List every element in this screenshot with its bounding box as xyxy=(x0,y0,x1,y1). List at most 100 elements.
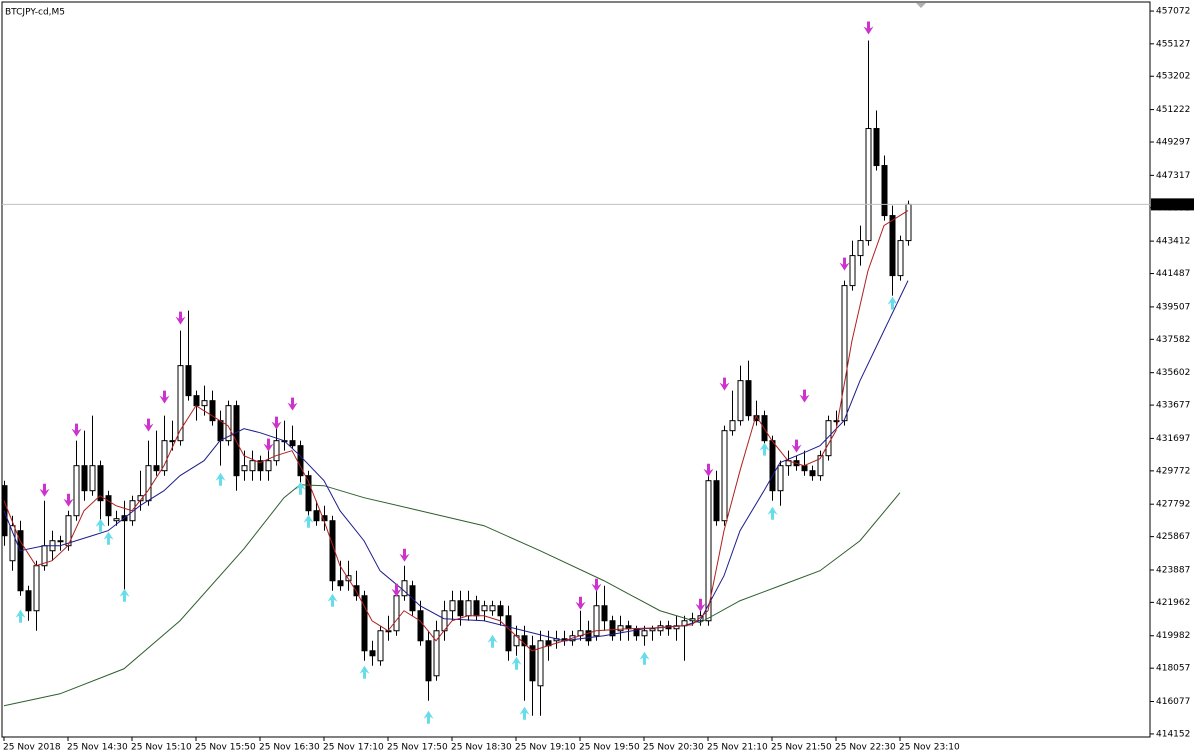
candle-body xyxy=(905,203,912,242)
y-tick-label: 453202 xyxy=(1156,72,1190,82)
signal-arrow xyxy=(719,377,730,391)
y-tick-label: 457072 xyxy=(1156,7,1190,17)
candle-body xyxy=(641,630,648,637)
x-tick-label: 25 Nov 20:30 xyxy=(643,743,704,753)
candle-body xyxy=(857,240,864,257)
candle-body xyxy=(593,605,600,637)
y-tick-label: 423887 xyxy=(1156,565,1190,575)
x-tick-label: 25 Nov 19:50 xyxy=(579,743,640,753)
candle-body xyxy=(401,580,408,597)
candle-body xyxy=(721,430,728,522)
candle-body xyxy=(601,605,608,622)
signal-arrow xyxy=(767,506,778,520)
signal-arrow xyxy=(327,593,338,607)
x-tick-label: 25 Nov 21:10 xyxy=(707,743,768,753)
candle-body xyxy=(89,465,96,492)
candle-body xyxy=(769,440,776,492)
candle-body xyxy=(393,595,400,632)
candle-body xyxy=(873,128,880,167)
signal-arrow xyxy=(263,438,274,452)
candle-body xyxy=(729,420,736,432)
candle-body xyxy=(425,640,432,682)
candle-body xyxy=(777,465,784,492)
signal-arrow xyxy=(591,578,602,592)
candle-body xyxy=(505,615,512,652)
candle-body xyxy=(33,565,40,612)
signal-arrow xyxy=(703,463,714,477)
candle-body xyxy=(801,465,808,472)
candle-body xyxy=(145,465,152,502)
candle-body xyxy=(17,530,24,592)
candle-body xyxy=(865,128,872,242)
candle-body xyxy=(257,460,264,472)
signal-arrow xyxy=(487,634,498,648)
y-tick-label: 414152 xyxy=(1156,729,1190,739)
signal-arrow xyxy=(863,21,874,35)
signal-arrow xyxy=(695,598,706,612)
candle-body xyxy=(417,610,424,642)
candle-body xyxy=(337,580,344,587)
plot-frame xyxy=(1,1,1151,738)
chart-title: BTCJPY-cd,M5 xyxy=(5,8,65,18)
candle-body xyxy=(609,620,616,637)
candle-body xyxy=(209,400,216,422)
candle-body xyxy=(169,440,176,443)
signal-arrow xyxy=(887,296,898,310)
candle-body xyxy=(585,630,592,642)
candle-body xyxy=(897,240,904,277)
moving-average xyxy=(3,280,909,642)
candle-body xyxy=(481,605,488,612)
x-tick-label: 25 Nov 22:30 xyxy=(835,743,896,753)
signal-arrow xyxy=(423,710,434,724)
candle-body xyxy=(113,518,120,522)
candle-body xyxy=(97,465,104,502)
y-tick-label: 437582 xyxy=(1156,335,1190,345)
candle-body xyxy=(25,590,32,612)
x-tick-label: 25 Nov 15:50 xyxy=(195,743,256,753)
candle-body xyxy=(313,510,320,522)
candle-body xyxy=(73,465,80,517)
candle-body xyxy=(225,405,232,442)
candle-body xyxy=(833,420,840,423)
signal-arrow xyxy=(799,389,810,403)
candle-body xyxy=(537,640,544,687)
x-tick-label: 25 Nov 21:50 xyxy=(771,743,832,753)
candle-body xyxy=(489,605,496,612)
x-tick-label: 25 Nov 18:30 xyxy=(451,743,512,753)
candle-body xyxy=(737,380,744,422)
candle-body xyxy=(617,625,624,632)
signal-arrow xyxy=(215,472,226,486)
signal-arrow xyxy=(575,596,586,610)
x-tick-label: 25 Nov 15:10 xyxy=(131,743,192,753)
candle-body xyxy=(881,165,888,217)
x-tick-label: 25 Nov 19:10 xyxy=(515,743,576,753)
y-tick-label: 451222 xyxy=(1156,105,1190,115)
y-tick-label: 427792 xyxy=(1156,500,1190,510)
candle-body xyxy=(361,595,368,652)
candle-body xyxy=(825,420,832,457)
candle-body xyxy=(457,600,464,617)
signal-arrow xyxy=(15,609,26,623)
signal-arrow xyxy=(511,656,522,670)
current-price-label: 445594 xyxy=(1155,200,1190,210)
y-tick-label: 418057 xyxy=(1156,664,1190,674)
signal-arrow xyxy=(95,518,106,532)
y-tick-label: 435602 xyxy=(1156,368,1190,378)
candle-body xyxy=(185,365,192,397)
candle-body xyxy=(465,600,472,617)
candle-body xyxy=(817,455,824,477)
candle-body xyxy=(529,645,536,682)
candle-body xyxy=(745,380,752,417)
signal-arrow xyxy=(759,442,770,456)
candle-body xyxy=(305,475,312,512)
signal-arrow xyxy=(39,483,50,497)
y-tick-label: 421962 xyxy=(1156,598,1190,608)
candle-body xyxy=(217,420,224,442)
candle-body xyxy=(105,495,112,517)
candle-body xyxy=(241,465,248,472)
candle-body xyxy=(473,600,480,617)
candle-body xyxy=(297,445,304,477)
candle-body xyxy=(57,540,64,543)
signal-arrow xyxy=(271,416,282,430)
